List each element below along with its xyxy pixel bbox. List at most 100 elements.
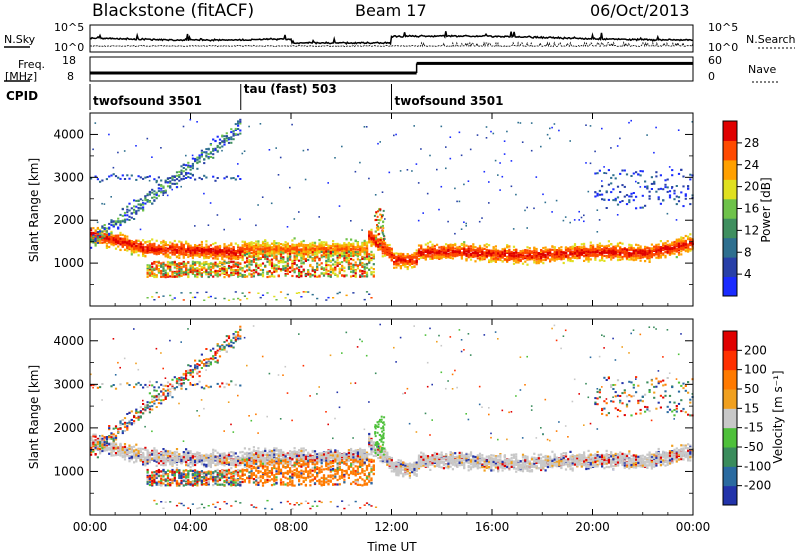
data-cell xyxy=(198,253,201,256)
data-cell xyxy=(307,273,310,276)
data-cell xyxy=(329,252,332,255)
data-cell xyxy=(173,246,176,249)
data-cell xyxy=(289,266,292,269)
data-cell xyxy=(250,243,253,247)
data-cell xyxy=(92,148,94,151)
data-cell xyxy=(607,249,610,252)
data-cell xyxy=(148,191,151,194)
data-cell xyxy=(175,186,179,189)
data-cell xyxy=(169,186,172,189)
data-cell xyxy=(151,243,154,246)
data-cell xyxy=(354,272,357,275)
data-cell xyxy=(169,275,172,278)
data-cell xyxy=(246,269,249,272)
data-cell xyxy=(248,291,251,294)
data-cell xyxy=(266,292,269,294)
data-cell xyxy=(205,240,208,243)
data-cell xyxy=(209,252,212,255)
data-cell xyxy=(426,246,430,249)
data-cell xyxy=(449,248,452,251)
data-cell xyxy=(338,254,341,257)
data-cell xyxy=(302,149,305,152)
data-cell xyxy=(492,132,495,135)
data-cell xyxy=(164,273,167,276)
data-cell xyxy=(259,247,262,250)
data-cell xyxy=(105,227,108,230)
data-cell xyxy=(90,229,93,232)
data-cell xyxy=(592,249,595,252)
data-cell xyxy=(329,271,332,274)
data-cell xyxy=(114,239,118,242)
data-cell xyxy=(286,268,289,271)
data-cell xyxy=(171,246,174,249)
data-cell xyxy=(454,244,457,247)
data-cell xyxy=(273,295,276,298)
data-cell xyxy=(449,256,452,259)
data-cell xyxy=(230,136,233,139)
data-cell xyxy=(476,252,479,255)
data-cell xyxy=(338,246,341,249)
data-cell xyxy=(289,249,292,253)
data-cell xyxy=(162,273,165,276)
data-cell xyxy=(501,255,504,258)
data-cell xyxy=(573,219,576,221)
data-cell xyxy=(232,298,235,300)
data-cell xyxy=(332,258,335,261)
data-cell xyxy=(223,270,226,273)
data-cell xyxy=(275,264,278,267)
data-cell xyxy=(221,269,224,272)
data-cell xyxy=(209,295,212,298)
data-cell xyxy=(205,291,208,293)
data-cell xyxy=(338,252,341,255)
data-cell xyxy=(494,250,497,253)
data-cell xyxy=(318,239,321,242)
data-cell xyxy=(368,241,371,244)
data-cell xyxy=(320,254,323,257)
data-cell xyxy=(404,261,407,264)
data-cell xyxy=(144,195,147,198)
data-cell xyxy=(157,271,160,274)
data-cell xyxy=(365,253,369,256)
data-cell xyxy=(411,261,414,264)
data-cell xyxy=(173,297,176,299)
data-cell xyxy=(499,252,502,255)
data-cell xyxy=(456,250,459,253)
data-cell xyxy=(601,193,604,196)
data-cell xyxy=(121,237,124,240)
data-cell xyxy=(388,243,391,247)
data-cell xyxy=(214,261,217,264)
data-cell xyxy=(436,168,438,171)
data-cell xyxy=(146,246,149,249)
data-cell xyxy=(365,255,369,258)
data-cell xyxy=(261,262,265,265)
data-cell xyxy=(449,157,452,160)
data-cell xyxy=(359,263,362,266)
data-cell xyxy=(232,254,235,257)
data-cell xyxy=(517,252,520,255)
data-cell xyxy=(164,269,167,272)
data-cell xyxy=(336,292,339,295)
data-cell xyxy=(519,122,522,124)
data-cell xyxy=(153,275,156,279)
data-cell xyxy=(175,256,179,259)
data-cell xyxy=(223,245,226,248)
data-cell xyxy=(259,257,262,260)
data-cell xyxy=(101,179,104,182)
data-cell xyxy=(284,247,287,250)
data-cell xyxy=(196,167,199,170)
data-cell xyxy=(546,249,549,252)
data-cell xyxy=(126,249,129,252)
data-cell xyxy=(142,252,145,255)
data-cell xyxy=(601,255,604,258)
data-cell xyxy=(372,243,375,246)
data-cell xyxy=(252,254,255,257)
data-cell xyxy=(200,152,203,154)
data-cell xyxy=(139,228,142,231)
data-cell xyxy=(334,246,337,249)
data-cell xyxy=(178,176,181,179)
data-cell xyxy=(393,260,396,264)
data-cell xyxy=(203,261,206,264)
data-cell xyxy=(338,256,341,259)
data-cell xyxy=(361,257,364,260)
data-cell xyxy=(169,244,172,247)
